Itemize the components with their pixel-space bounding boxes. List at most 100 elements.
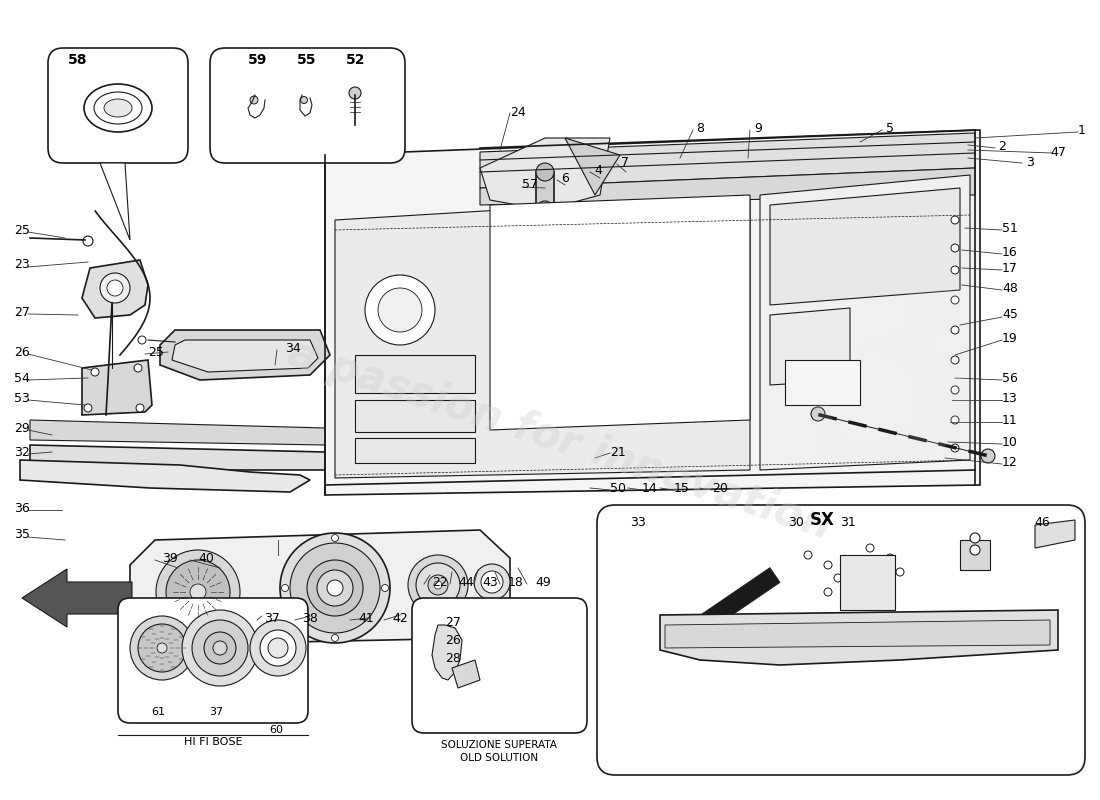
Circle shape: [192, 620, 248, 676]
Bar: [355, 438, 475, 463]
Text: 37: 37: [264, 611, 279, 625]
Text: 50: 50: [610, 482, 626, 494]
Circle shape: [136, 404, 144, 412]
Text: 36: 36: [14, 502, 30, 514]
Circle shape: [166, 560, 230, 624]
Polygon shape: [172, 340, 318, 372]
Text: 20: 20: [712, 482, 728, 494]
Circle shape: [952, 326, 959, 334]
Circle shape: [157, 643, 167, 653]
Circle shape: [952, 444, 959, 452]
Circle shape: [952, 416, 959, 424]
Text: 17: 17: [1002, 262, 1018, 274]
Circle shape: [331, 634, 339, 642]
Circle shape: [138, 336, 146, 344]
Polygon shape: [160, 330, 330, 380]
Polygon shape: [480, 133, 975, 188]
Text: HI FI BOSE: HI FI BOSE: [184, 737, 242, 747]
Circle shape: [156, 550, 240, 634]
FancyBboxPatch shape: [210, 48, 405, 163]
Text: 39: 39: [162, 551, 178, 565]
FancyBboxPatch shape: [412, 598, 587, 733]
Circle shape: [952, 296, 959, 304]
FancyArrow shape: [22, 569, 132, 627]
Text: 29: 29: [14, 422, 30, 434]
Circle shape: [970, 533, 980, 543]
Text: 18: 18: [508, 575, 524, 589]
Polygon shape: [30, 445, 324, 470]
Text: 3: 3: [1026, 155, 1034, 169]
Bar: [355, 355, 475, 393]
Polygon shape: [82, 360, 152, 415]
Text: 13: 13: [1002, 391, 1018, 405]
Text: 59: 59: [249, 53, 267, 67]
Circle shape: [317, 570, 353, 606]
Text: 41: 41: [358, 611, 374, 625]
Text: 26: 26: [446, 634, 461, 646]
Bar: [840, 555, 895, 610]
Circle shape: [290, 543, 380, 633]
Polygon shape: [452, 660, 480, 688]
Circle shape: [300, 97, 308, 103]
Circle shape: [82, 236, 94, 246]
Circle shape: [280, 533, 390, 643]
Text: 49: 49: [535, 575, 551, 589]
Circle shape: [886, 582, 894, 590]
Circle shape: [536, 201, 554, 219]
Text: 23: 23: [14, 258, 30, 271]
Bar: [355, 400, 475, 432]
Polygon shape: [770, 308, 850, 385]
Circle shape: [327, 580, 343, 596]
FancyBboxPatch shape: [118, 598, 308, 723]
Text: 46: 46: [1034, 515, 1049, 529]
Polygon shape: [480, 138, 611, 210]
Circle shape: [428, 575, 448, 595]
Text: 5: 5: [886, 122, 894, 134]
Text: 40: 40: [198, 551, 213, 565]
Circle shape: [886, 554, 894, 562]
Ellipse shape: [104, 99, 132, 117]
Circle shape: [804, 551, 812, 559]
Text: 55: 55: [297, 53, 317, 67]
Text: 8: 8: [696, 122, 704, 134]
Circle shape: [204, 632, 236, 664]
Polygon shape: [480, 168, 975, 205]
Text: 24: 24: [510, 106, 526, 118]
Circle shape: [970, 545, 980, 555]
Text: 45: 45: [1002, 309, 1018, 322]
Text: 10: 10: [1002, 435, 1018, 449]
Circle shape: [952, 216, 959, 224]
Circle shape: [134, 364, 142, 372]
Bar: [536, 172, 554, 210]
FancyBboxPatch shape: [48, 48, 188, 163]
Text: 52: 52: [346, 53, 365, 67]
Polygon shape: [82, 260, 148, 318]
Text: 44: 44: [458, 575, 474, 589]
Text: 9: 9: [755, 122, 762, 134]
Circle shape: [481, 571, 503, 593]
Polygon shape: [565, 138, 620, 195]
Text: 43: 43: [482, 575, 497, 589]
Text: 61: 61: [151, 707, 165, 717]
Circle shape: [331, 534, 339, 542]
Text: 30: 30: [788, 515, 804, 529]
Text: 15: 15: [674, 482, 690, 494]
Circle shape: [382, 585, 388, 591]
Circle shape: [130, 616, 194, 680]
Circle shape: [981, 449, 996, 463]
Text: 14: 14: [642, 482, 658, 494]
Circle shape: [416, 563, 460, 607]
Text: 11: 11: [1002, 414, 1018, 426]
Circle shape: [474, 564, 510, 600]
FancyArrow shape: [666, 567, 780, 650]
Text: 60: 60: [270, 725, 283, 735]
Text: 1: 1: [1078, 123, 1086, 137]
Circle shape: [250, 620, 306, 676]
Text: 26: 26: [14, 346, 30, 358]
Polygon shape: [30, 420, 324, 445]
Text: SOLUZIONE SUPERATA: SOLUZIONE SUPERATA: [441, 740, 557, 750]
Circle shape: [952, 386, 959, 394]
Circle shape: [91, 368, 99, 376]
Text: 19: 19: [1002, 331, 1018, 345]
Text: SX: SX: [810, 511, 835, 529]
